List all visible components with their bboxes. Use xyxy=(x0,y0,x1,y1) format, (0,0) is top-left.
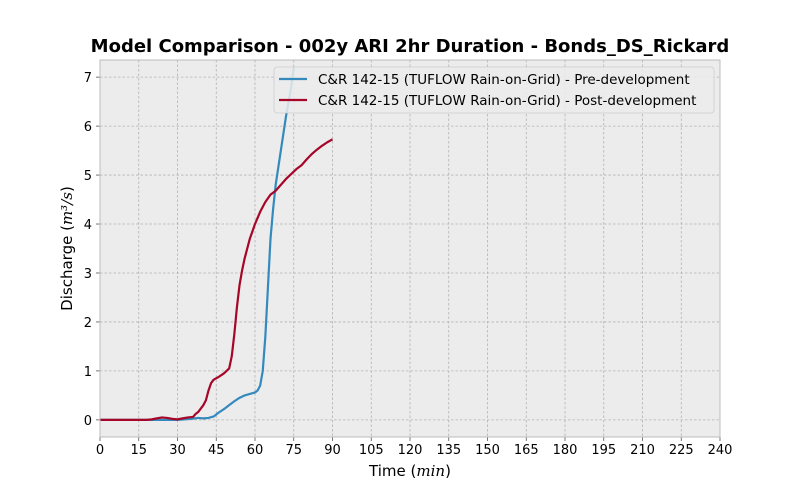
x-tick-label: 45 xyxy=(208,443,225,458)
x-tick-label: 0 xyxy=(96,443,104,458)
ticks: 0 15 30 45 60 75 90 105 120 135 150 165 180 195 210 225… xyxy=(84,71,733,458)
plot-area xyxy=(100,60,720,437)
legend: C&R 142-15 (TUFLOW Rain-on-Grid) - Pre-d… xyxy=(273,66,715,114)
legend-entry-label: C&R 142-15 (TUFLOW Rain-on-Grid) - Pre-d… xyxy=(318,72,690,88)
x-tick-label: 75 xyxy=(285,443,302,458)
x-axis-unit: min xyxy=(416,462,445,480)
svg-text:Discharge (m³/s): Discharge (m³/s) xyxy=(58,186,76,311)
legend-box xyxy=(273,66,715,114)
plot-frame xyxy=(99,59,721,438)
y-axis-label: Discharge (m³/s) xyxy=(58,186,76,311)
series-line-pre-development xyxy=(100,67,295,421)
svg-text:Time (min): Time (min) xyxy=(368,462,451,480)
x-tick-label: 120 xyxy=(398,443,423,458)
x-tick-label: 15 xyxy=(130,443,147,458)
x-tick-label: 210 xyxy=(630,443,655,458)
x-tick-label: 195 xyxy=(591,443,616,458)
y-tick-label: 7 xyxy=(84,71,92,86)
y-tick-label: 6 xyxy=(84,120,92,135)
y-tick-label: 2 xyxy=(84,316,92,331)
y-tick-label: 1 xyxy=(84,365,92,380)
y-tick-label: 0 xyxy=(84,414,92,429)
x-tick-label: 240 xyxy=(708,443,733,458)
x-axis-title: Time ( xyxy=(368,462,416,480)
x-tick-label: 225 xyxy=(669,443,694,458)
y-axis-title: Discharge ( xyxy=(58,225,76,311)
x-tick-label: 105 xyxy=(359,443,384,458)
y-tick-label: 5 xyxy=(84,169,92,184)
x-tick-label: 150 xyxy=(475,443,500,458)
y-tick-label: 3 xyxy=(84,267,92,282)
x-tick-label: 135 xyxy=(436,443,461,458)
y-tick-label: 4 xyxy=(84,218,92,233)
x-tick-label: 30 xyxy=(169,443,186,458)
x-tick-label: 60 xyxy=(247,443,264,458)
x-axis-label: Time (min) xyxy=(368,462,451,480)
x-tick-label: 165 xyxy=(514,443,539,458)
y-axis-unit: m³/s xyxy=(58,192,76,225)
chart-title: Model Comparison - 002y ARI 2hr Duration… xyxy=(91,36,730,57)
series-line-post-development xyxy=(100,138,334,421)
x-tick-label: 90 xyxy=(324,443,341,458)
legend-entry-label: C&R 142-15 (TUFLOW Rain-on-Grid) - Post-… xyxy=(318,93,696,109)
x-tick-label: 180 xyxy=(553,443,578,458)
series-layer xyxy=(100,67,334,421)
